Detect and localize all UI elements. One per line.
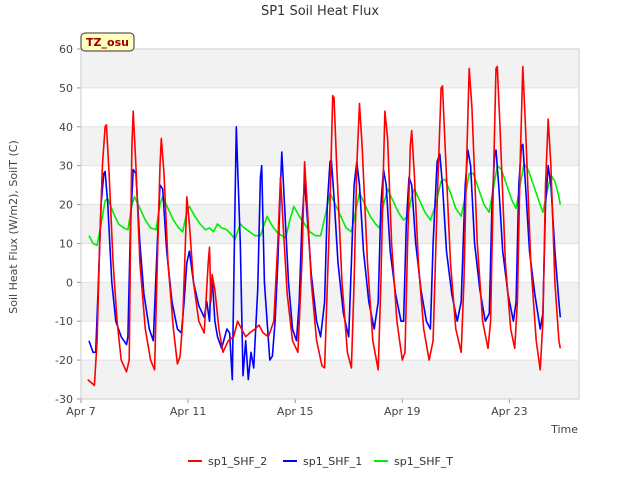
grid-band xyxy=(81,360,579,399)
grid-band xyxy=(81,49,579,88)
timezone-badge: TZ_osu xyxy=(80,32,135,52)
y-tick-label: 40 xyxy=(59,121,73,134)
y-axis-ticks: -30 -20 -10 0 10 20 30 40 50 60 xyxy=(55,43,81,406)
x-axis-title: Time xyxy=(550,423,578,436)
series-line-sp1_SHF_2 xyxy=(87,65,562,387)
y-tick-label: -20 xyxy=(55,354,73,367)
grid-band xyxy=(81,282,579,322)
legend-label-sp1_SHF_2: sp1_SHF_2 xyxy=(208,455,267,468)
x-tick-label: Apr 15 xyxy=(277,405,314,418)
x-tick-label: Apr 23 xyxy=(491,405,528,418)
legend-label-sp1_SHF_1: sp1_SHF_1 xyxy=(303,455,362,468)
y-tick-label: 60 xyxy=(59,43,73,56)
plot-border xyxy=(80,48,580,400)
x-tick-label: Apr 19 xyxy=(384,405,421,418)
x-axis-ticks: Apr 7 Apr 11 Apr 15 Apr 19 Apr 23 xyxy=(66,399,528,418)
y-tick-label: 30 xyxy=(59,160,73,173)
legend-label-sp1_SHF_T: sp1_SHF_T xyxy=(394,455,453,468)
y-tick-label: 0 xyxy=(66,276,73,289)
chart-title: SP1 Soil Heat Flux xyxy=(261,4,379,19)
y-tick-label: 50 xyxy=(59,82,73,95)
y-axis-title: Soil Heat Flux (W/m2), SoilT (C) xyxy=(7,140,20,313)
legend: sp1_SHF_2 sp1_SHF_1 sp1_SHF_T xyxy=(188,455,453,468)
series-layer xyxy=(87,65,562,387)
x-tick-label: Apr 7 xyxy=(66,405,96,418)
grid-band xyxy=(81,126,579,166)
y-tick-label: -10 xyxy=(55,315,73,328)
timezone-badge-label: TZ_osu xyxy=(86,36,129,49)
y-tick-label: -30 xyxy=(55,393,73,406)
x-tick-label: Apr 11 xyxy=(170,405,207,418)
timezone-badge-box xyxy=(80,32,135,52)
y-tick-label: 20 xyxy=(59,199,73,212)
y-tick-label: 10 xyxy=(59,237,73,250)
